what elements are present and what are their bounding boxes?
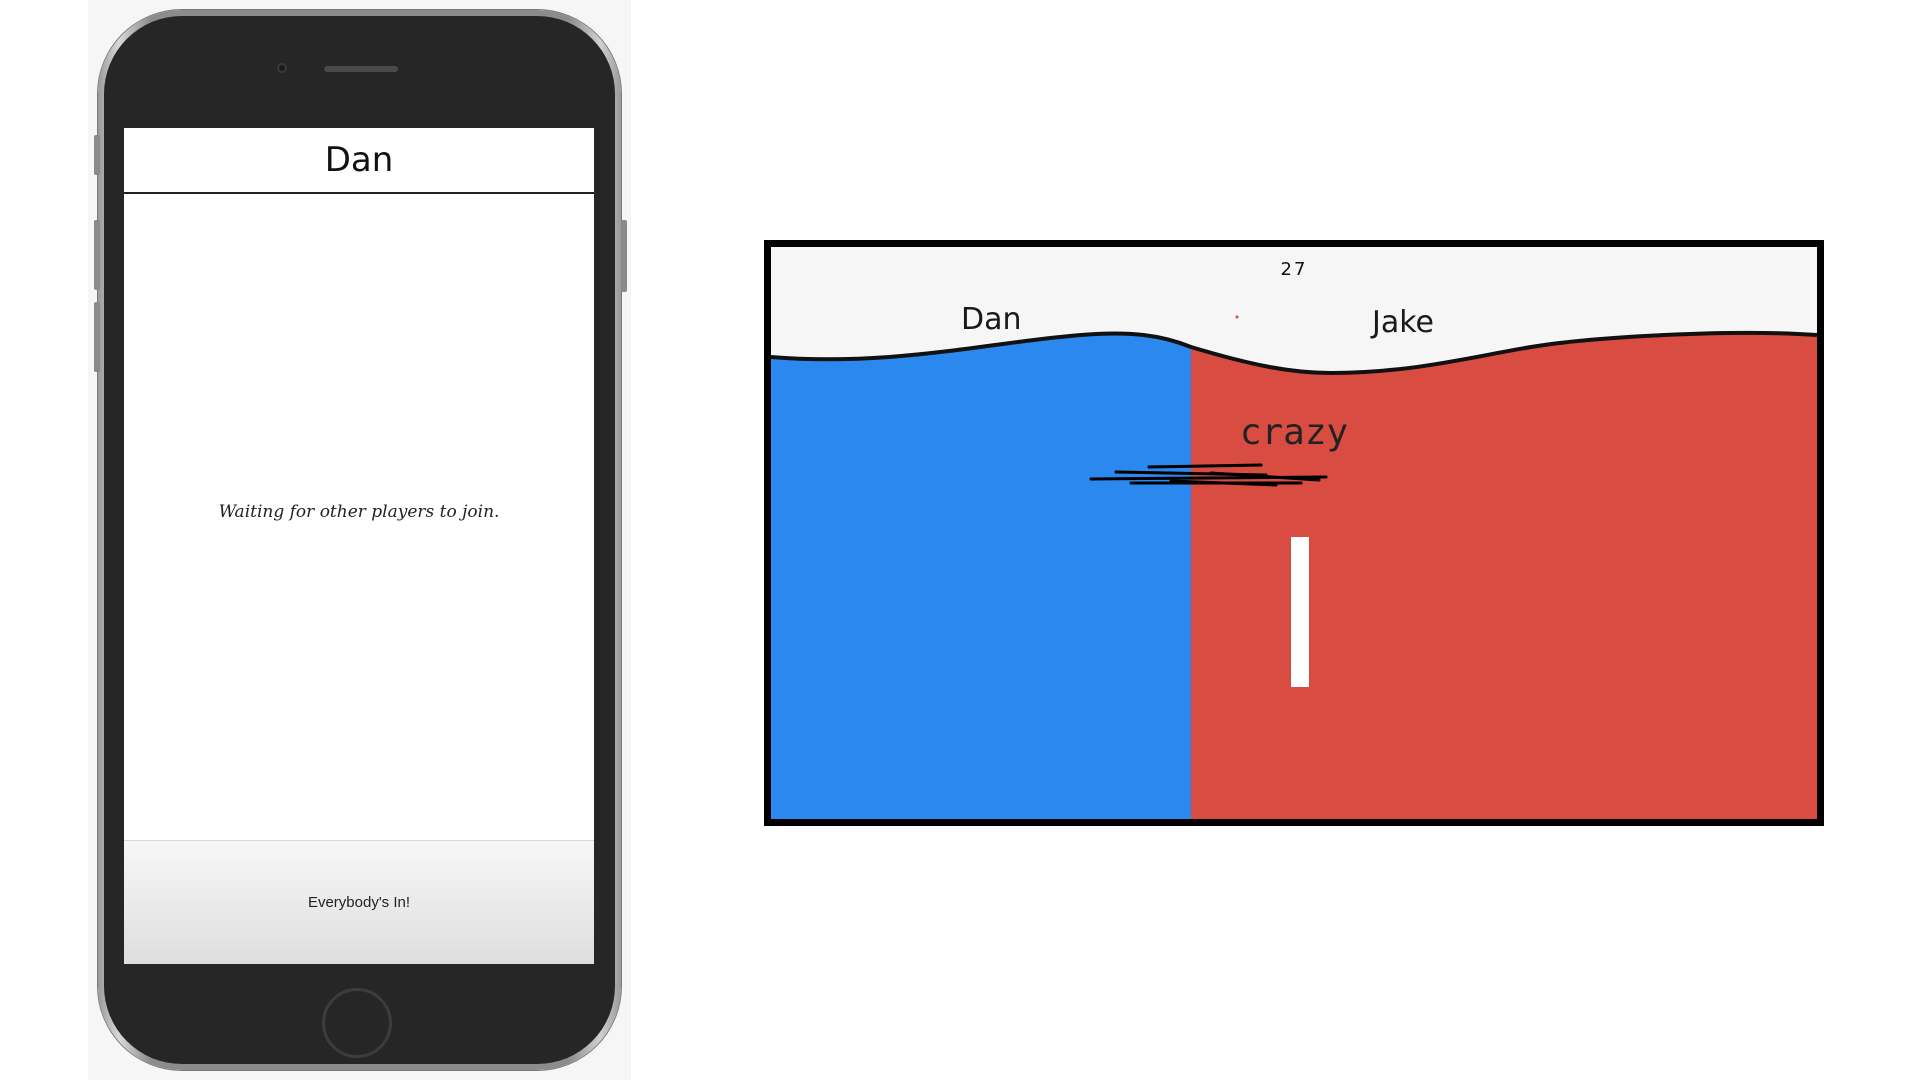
left-player-name: Dan <box>961 302 1022 337</box>
phone-volume-down-button <box>94 302 100 372</box>
phone-volume-up-button <box>94 220 100 290</box>
phone-speaker <box>324 66 398 72</box>
wave-outline <box>771 330 1817 376</box>
right-player-name: Jake <box>1372 305 1434 340</box>
phone-screen: Dan Waiting for other players to join. E… <box>124 128 594 964</box>
round-timer: 27 <box>1280 259 1308 280</box>
waiting-message: Waiting for other players to join. <box>218 502 500 522</box>
prompt-word: crazy <box>1239 412 1349 453</box>
phone-camera <box>277 63 287 73</box>
tug-of-war-canvas <box>771 315 1817 819</box>
phone-home-button[interactable] <box>322 988 392 1058</box>
phone-mute-switch <box>94 135 100 175</box>
everybodys-in-button[interactable]: Everybody's In! <box>124 840 594 964</box>
phone-power-button <box>621 220 627 292</box>
red-team-area <box>1191 332 1817 819</box>
blue-team-area <box>771 333 1191 819</box>
game-board: 27 Dan Jake crazy <box>764 240 1824 826</box>
stray-paint-dot <box>1235 315 1239 319</box>
scribble-mark <box>1089 463 1328 487</box>
center-marker <box>1291 537 1309 687</box>
player-name-header: Dan <box>124 128 594 194</box>
